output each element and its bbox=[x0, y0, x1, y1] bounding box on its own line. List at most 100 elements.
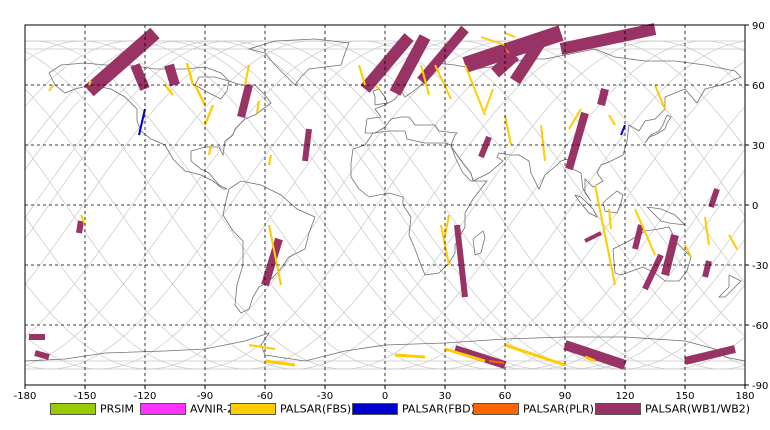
observation-swath bbox=[620, 124, 626, 136]
observation-swath bbox=[256, 100, 260, 114]
observation-swath bbox=[454, 224, 468, 298]
legend-swatch bbox=[595, 403, 641, 415]
lon-tick-label: -90 bbox=[197, 391, 213, 402]
coastline bbox=[718, 274, 742, 298]
lon-tick-label: 120 bbox=[615, 391, 634, 402]
observation-swath bbox=[48, 84, 54, 92]
observation-swath bbox=[164, 63, 180, 87]
observation-swath bbox=[88, 80, 92, 86]
observation-swath bbox=[565, 111, 589, 171]
coastline bbox=[602, 190, 624, 214]
observation-swath bbox=[444, 347, 486, 363]
coastline bbox=[646, 206, 687, 226]
observation-swath bbox=[360, 33, 414, 93]
observation-swath bbox=[702, 260, 712, 278]
legend-label: AVNIR-2 bbox=[190, 402, 234, 416]
coastline bbox=[350, 130, 488, 276]
observation-swath bbox=[420, 64, 430, 96]
observation-swath bbox=[138, 108, 146, 136]
legend-swatch bbox=[50, 403, 96, 415]
observation-swath bbox=[248, 344, 276, 350]
observation-swath bbox=[608, 114, 616, 126]
coastline bbox=[364, 48, 742, 202]
lat-tick-label: -30 bbox=[752, 261, 768, 272]
observation-swath bbox=[417, 25, 469, 85]
observation-swath bbox=[244, 64, 250, 86]
observation-swath bbox=[504, 48, 510, 54]
observation-swath bbox=[488, 360, 506, 364]
lon-tick-label: 150 bbox=[675, 391, 694, 402]
legend: PRSIM AVNIR-2 PALSAR(FBS) PALSAR(FBD) PALSAR… bbox=[40, 402, 770, 418]
observation-swath bbox=[634, 208, 656, 256]
observation-swath bbox=[708, 188, 720, 208]
observation-swath bbox=[462, 25, 564, 73]
legend-label: PRSIM bbox=[100, 402, 134, 416]
observation-swath bbox=[728, 234, 738, 250]
lon-tick-label: 60 bbox=[499, 391, 512, 402]
lat-tick-label: -60 bbox=[752, 321, 768, 332]
lon-tick-label: -60 bbox=[257, 391, 273, 402]
observation-swath bbox=[480, 36, 506, 46]
legend-item: PALSAR(WB1/WB2) bbox=[595, 402, 750, 418]
observation-swath bbox=[453, 345, 507, 369]
observation-swath bbox=[185, 62, 195, 86]
observation-swath bbox=[203, 104, 215, 126]
observation-swath bbox=[84, 27, 160, 97]
observation-swath bbox=[684, 244, 692, 258]
observation-swath bbox=[358, 64, 366, 86]
observation-swath bbox=[76, 220, 84, 234]
coastline bbox=[612, 226, 692, 282]
legend-item: PALSAR(PLR) bbox=[473, 402, 594, 418]
observation-swath bbox=[563, 340, 627, 370]
legend-label: PALSAR(WB1/WB2) bbox=[645, 402, 751, 416]
coastline bbox=[574, 194, 598, 218]
observation-swath bbox=[559, 23, 657, 55]
observation-swath bbox=[661, 234, 679, 276]
observation-swath bbox=[504, 343, 566, 367]
observation-swath bbox=[394, 353, 426, 359]
observation-swath bbox=[440, 224, 450, 266]
observation-swath bbox=[684, 345, 736, 365]
legend-swatch bbox=[352, 403, 398, 415]
observation-swath bbox=[642, 253, 664, 291]
coastline bbox=[48, 62, 272, 190]
observation-swath bbox=[568, 108, 582, 130]
observation-swath bbox=[130, 63, 150, 91]
observation-swath bbox=[268, 224, 282, 286]
lon-tick-label: -180 bbox=[14, 391, 37, 402]
observation-swath bbox=[464, 64, 486, 116]
legend-item: PALSAR(FBS) bbox=[230, 402, 351, 418]
observation-swath bbox=[584, 231, 602, 243]
observation-swath bbox=[510, 37, 546, 85]
observation-swath bbox=[584, 355, 596, 363]
lat-tick-label: 60 bbox=[752, 81, 765, 92]
observation-swath bbox=[237, 84, 253, 118]
observation-swath bbox=[80, 214, 86, 226]
legend-swatch bbox=[230, 403, 276, 415]
legend-label: PALSAR(PLR) bbox=[523, 402, 594, 416]
observation-swath bbox=[389, 34, 431, 96]
coastline bbox=[247, 38, 350, 86]
lon-tick-label: 180 bbox=[735, 391, 754, 402]
legend-swatch bbox=[140, 403, 186, 415]
observation-swath bbox=[594, 184, 616, 286]
coastline bbox=[644, 114, 672, 144]
observation-swath bbox=[374, 84, 380, 90]
lon-tick-label: 30 bbox=[439, 391, 452, 402]
observation-swaths bbox=[29, 23, 738, 370]
lon-tick-label: -30 bbox=[317, 391, 333, 402]
observation-swath bbox=[478, 135, 492, 159]
coastline bbox=[472, 230, 486, 256]
observation-swath bbox=[193, 84, 207, 106]
lon-tick-label: -120 bbox=[134, 391, 157, 402]
observation-swath bbox=[597, 88, 609, 106]
legend-swatch bbox=[473, 403, 519, 415]
observation-swath bbox=[264, 359, 296, 367]
legend-item: PRSIM bbox=[50, 402, 134, 418]
lon-tick-label: 0 bbox=[382, 391, 388, 402]
observation-swath bbox=[632, 224, 644, 250]
observation-swath bbox=[704, 216, 710, 246]
coastline bbox=[222, 180, 316, 314]
observation-swath bbox=[434, 64, 452, 100]
